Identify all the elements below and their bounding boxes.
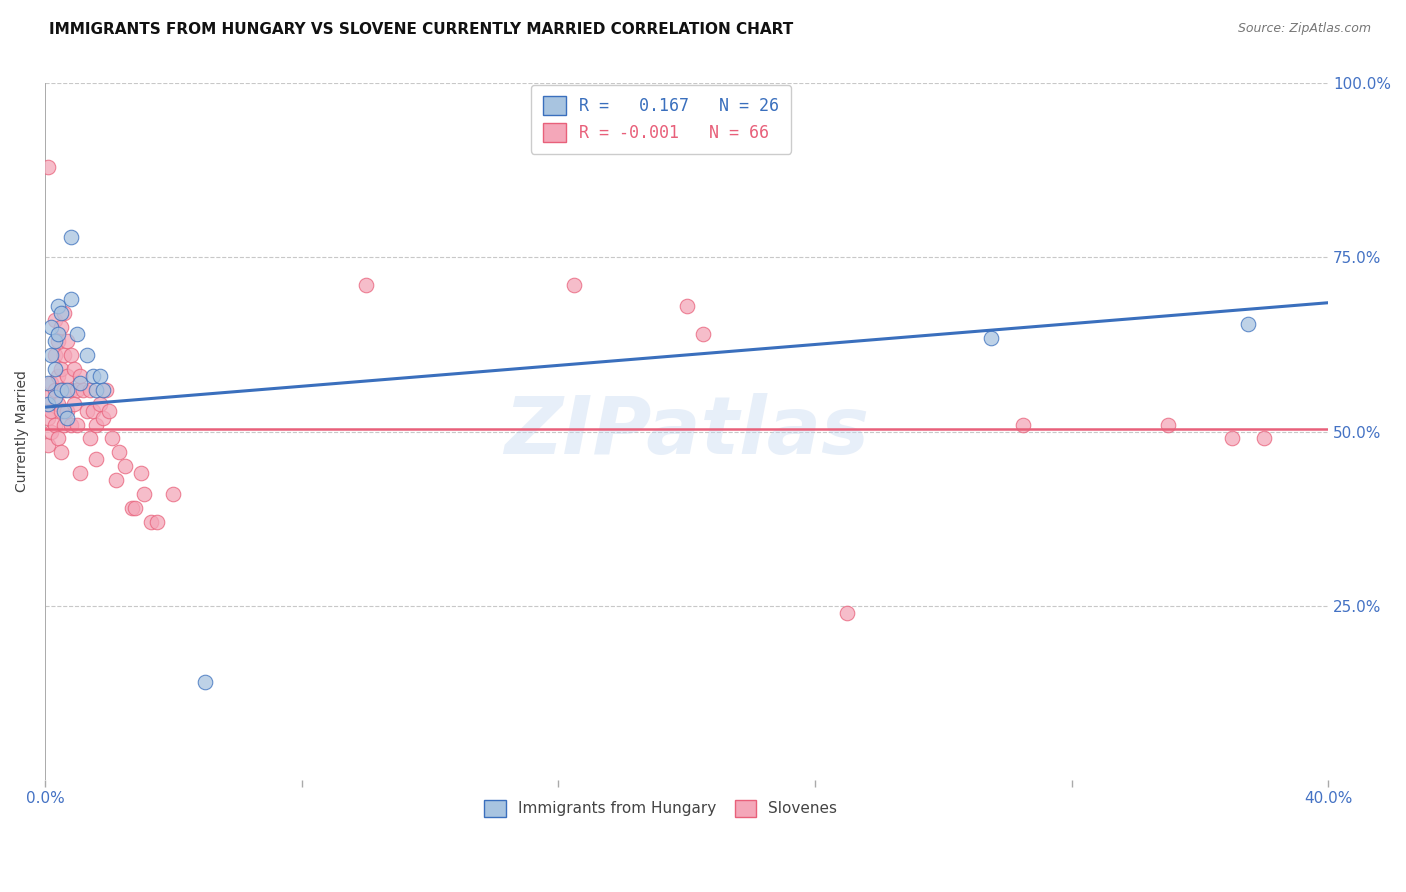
- Point: [76, 348, 98, 362]
- Point: [56, 334, 79, 348]
- Point: [69, 467, 91, 481]
- Point: [66, 417, 89, 432]
- Point: [49, 403, 72, 417]
- Point: [134, 487, 156, 501]
- Point: [46, 432, 69, 446]
- Point: [98, 403, 121, 417]
- Point: [59, 383, 82, 397]
- Point: [84, 417, 107, 432]
- Point: [107, 445, 129, 459]
- Point: [37, 438, 59, 452]
- Point: [124, 501, 146, 516]
- Point: [835, 606, 858, 620]
- Point: [69, 368, 91, 383]
- Point: [63, 397, 86, 411]
- Point: [59, 229, 82, 244]
- Point: [66, 383, 89, 397]
- Y-axis label: Currently Married: Currently Married: [15, 370, 30, 492]
- Point: [59, 292, 82, 306]
- Point: [46, 299, 69, 313]
- Point: [37, 390, 59, 404]
- Point: [63, 362, 86, 376]
- Point: [56, 368, 79, 383]
- Point: [89, 397, 111, 411]
- Point: [101, 432, 124, 446]
- Point: [66, 327, 89, 342]
- Point: [53, 403, 76, 417]
- Point: [49, 320, 72, 334]
- Point: [41, 376, 63, 390]
- Point: [89, 368, 111, 383]
- Point: [37, 410, 59, 425]
- Point: [675, 299, 697, 313]
- Point: [76, 403, 98, 417]
- Point: [1012, 417, 1035, 432]
- Point: [53, 348, 76, 362]
- Point: [91, 410, 114, 425]
- Point: [49, 445, 72, 459]
- Point: [59, 417, 82, 432]
- Point: [59, 348, 82, 362]
- Point: [84, 452, 107, 467]
- Point: [44, 383, 66, 397]
- Point: [139, 515, 162, 529]
- Point: [84, 383, 107, 397]
- Legend: Immigrants from Hungary, Slovenes: Immigrants from Hungary, Slovenes: [477, 792, 845, 824]
- Point: [104, 473, 127, 487]
- Point: [1237, 317, 1260, 331]
- Point: [91, 383, 114, 397]
- Text: ZIPatlas: ZIPatlas: [505, 392, 869, 470]
- Point: [56, 383, 79, 397]
- Point: [53, 306, 76, 320]
- Text: Source: ZipAtlas.com: Source: ZipAtlas.com: [1237, 22, 1371, 36]
- Point: [56, 403, 79, 417]
- Point: [94, 383, 117, 397]
- Point: [562, 278, 585, 293]
- Point: [37, 160, 59, 174]
- Point: [49, 383, 72, 397]
- Point: [46, 334, 69, 348]
- Point: [41, 348, 63, 362]
- Point: [44, 417, 66, 432]
- Point: [44, 313, 66, 327]
- Point: [194, 675, 217, 690]
- Point: [114, 459, 136, 474]
- Point: [121, 501, 143, 516]
- Point: [44, 390, 66, 404]
- Point: [53, 383, 76, 397]
- Point: [56, 410, 79, 425]
- Point: [129, 467, 152, 481]
- Point: [37, 397, 59, 411]
- Point: [44, 362, 66, 376]
- Point: [79, 432, 101, 446]
- Point: [41, 320, 63, 334]
- Text: IMMIGRANTS FROM HUNGARY VS SLOVENE CURRENTLY MARRIED CORRELATION CHART: IMMIGRANTS FROM HUNGARY VS SLOVENE CURRE…: [49, 22, 793, 37]
- Point: [980, 330, 1002, 344]
- Point: [82, 403, 104, 417]
- Point: [53, 417, 76, 432]
- Point: [82, 368, 104, 383]
- Point: [69, 376, 91, 390]
- Point: [44, 334, 66, 348]
- Point: [46, 368, 69, 383]
- Point: [692, 327, 714, 342]
- Point: [72, 383, 94, 397]
- Point: [354, 278, 377, 293]
- Point: [41, 425, 63, 439]
- Point: [49, 306, 72, 320]
- Point: [79, 383, 101, 397]
- Point: [46, 327, 69, 342]
- Point: [1157, 417, 1180, 432]
- Point: [41, 403, 63, 417]
- Point: [146, 515, 169, 529]
- Point: [37, 376, 59, 390]
- Point: [49, 362, 72, 376]
- Point: [162, 487, 184, 501]
- Point: [44, 348, 66, 362]
- Point: [46, 397, 69, 411]
- Point: [1253, 432, 1275, 446]
- Point: [1220, 432, 1243, 446]
